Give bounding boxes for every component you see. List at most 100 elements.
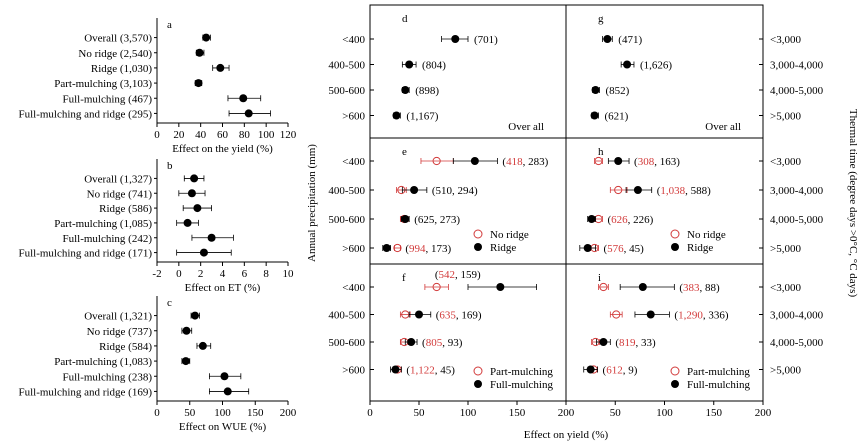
sample-size-filled: 173) [431, 243, 452, 255]
sample-size-sep: , [703, 310, 709, 322]
sample-size-paren: ( [657, 185, 661, 197]
x-tick-label: 10 [283, 268, 295, 280]
x-tick-label: 0 [154, 129, 160, 141]
category-label: 3,000-4,000 [770, 310, 824, 322]
open-point [432, 156, 441, 166]
panel-h: h <3,000 3,000-4,000 4,000-5,000 >5,000 (308,… [579, 146, 824, 255]
x-tick-label: 0 [367, 407, 373, 419]
sample-size: (576, 45) [604, 243, 645, 255]
sample-size: (819, 33) [615, 337, 656, 349]
x-tick-label: 100 [214, 407, 231, 419]
x-tick-label: 60 [217, 129, 229, 141]
panel-d: d <400 400-500 500-600 >600 Over all (701) (804… [328, 13, 544, 133]
sample-size: (701) [474, 34, 498, 46]
row-label: Overall (3,570) [84, 33, 152, 45]
sample-size-filled: 336) [708, 310, 729, 322]
sample-size-sep: , [635, 337, 641, 349]
row-label: Full-mulching and ridge (171) [18, 248, 152, 260]
sample-size-filled: 226) [633, 214, 654, 226]
open-point [612, 310, 621, 319]
legend-marker-filled [671, 380, 679, 388]
sample-size: (418, 283) [502, 156, 548, 168]
category-label: >5,000 [770, 243, 801, 255]
category-label: >5,000 [770, 365, 801, 377]
sample-size-filled: 283) [528, 156, 549, 168]
sample-size-paren: ( [436, 310, 440, 322]
sample-size: (994, 173) [405, 243, 451, 255]
sample-size-sep: , [623, 365, 629, 377]
x-tick-label: 0 [154, 407, 160, 419]
sample-size-sep: , [435, 365, 441, 377]
filled-point [496, 283, 505, 291]
panel-note: Over all [705, 121, 741, 133]
mean-point [244, 109, 253, 118]
sample-size-open: 1,038 [660, 185, 685, 197]
sample-size: (612, 9) [603, 365, 638, 377]
mean-point [195, 48, 204, 57]
sample-size-filled: 45) [440, 365, 455, 377]
category-label: >600 [342, 243, 365, 255]
row-label: No ridge (2,540) [78, 48, 152, 60]
x-tick-label: 4 [220, 268, 226, 280]
category-label: 4,000-5,000 [770, 337, 824, 349]
mean-point [190, 174, 199, 183]
category-label: <3,000 [770, 282, 801, 294]
panel-letter: c [167, 297, 172, 309]
x-tick-label: 100 [656, 407, 673, 419]
mean-point [207, 233, 216, 242]
sample-size-filled: 163) [660, 156, 681, 168]
row-label: Full-mulching and ridge (169) [18, 386, 152, 398]
sample-size-filled: 169) [461, 310, 482, 322]
open-point [614, 185, 623, 195]
category-label: 500-600 [328, 214, 365, 226]
sample-size: (383, 88) [679, 282, 720, 294]
sample-size-open: 576 [607, 243, 624, 255]
sample-size: (625, 273) [414, 214, 460, 226]
row-label: Part-mulching (1,083) [54, 356, 152, 368]
sample-size-paren: ( [607, 214, 611, 226]
sample-size-open: 819 [619, 337, 636, 349]
x-tick-label: 40 [195, 129, 207, 141]
sample-size: (626, 226) [607, 214, 653, 226]
sample-size-paren: ( [435, 269, 439, 281]
x-tick-label: 2 [198, 268, 204, 280]
sample-size: (308, 163) [634, 156, 680, 168]
mean-point [187, 189, 196, 198]
sample-size-paren: ( [603, 365, 607, 377]
mean-point [190, 311, 199, 320]
sample-size-sep: , [523, 156, 529, 168]
category-label: <400 [342, 282, 365, 294]
sample-size-filled: 510, 294) [436, 185, 479, 197]
x-tick-label: 0 [176, 268, 182, 280]
sample-size-open: 994 [409, 243, 426, 255]
panel-letter: h [598, 146, 604, 158]
category-label: 400-500 [328, 185, 365, 197]
category-label: 500-600 [328, 85, 365, 97]
chart-a: 0 20 40 60 80 100 120 Effect on the yield (%) a O… [18, 18, 297, 155]
sample-size-filled: 45) [629, 243, 644, 255]
sample-size-sep: , [455, 269, 461, 281]
mean-point [223, 387, 232, 396]
sample-size-filled: 588) [691, 185, 712, 197]
legend-marker-open [670, 229, 680, 239]
legend-marker-open [670, 366, 680, 376]
x-tick-label: 50 [184, 407, 196, 419]
mean-point [623, 60, 632, 69]
sample-size-paren: ( [422, 337, 426, 349]
panel-letter: d [402, 13, 408, 25]
category-label: <400 [342, 156, 365, 168]
sample-size-open: 805 [426, 337, 443, 349]
x-tick-label: 150 [706, 407, 723, 419]
mean-point [451, 35, 460, 43]
x-axis-label: Effect on WUE (%) [179, 421, 267, 433]
sample-size-paren: ( [674, 310, 678, 322]
legend-label: Part-mulching [490, 366, 553, 378]
sample-size: (898) [415, 85, 439, 97]
sample-size-filled: 9) [628, 365, 638, 377]
sample-size: (852) [605, 85, 629, 97]
mean-point [239, 94, 248, 103]
category-label: 400-500 [328, 310, 365, 322]
sample-size-open: 1,290 [678, 310, 703, 322]
